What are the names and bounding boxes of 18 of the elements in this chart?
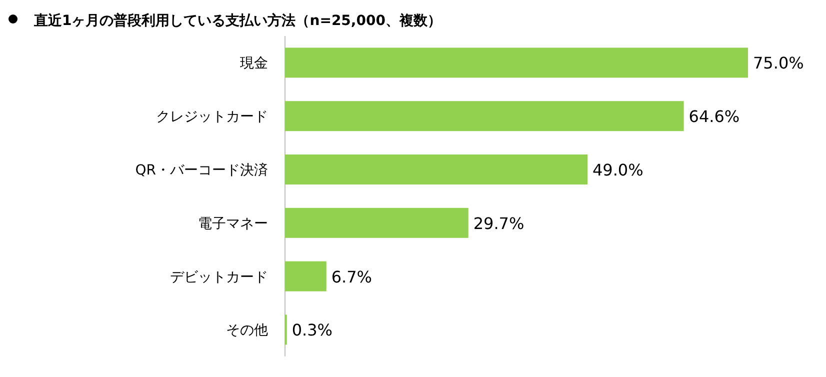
data-label: 29.7% [473,214,524,233]
bar [285,154,588,184]
bar [285,208,468,238]
chart-title: 直近1ヶ月の普段利用している支払い方法（n=25,000、複数） [33,12,442,29]
bar [285,261,326,292]
y-tick-label: 現金 [240,56,268,72]
y-tick-label: その他 [226,322,268,339]
bar [285,48,748,78]
y-tick-label: QR・バーコード決済 [135,162,268,178]
y-tick-label: デビットカード [170,269,268,286]
data-label: 49.0% [592,160,644,180]
y-tick-label: 電子マネー [198,216,268,232]
data-label: 75.0% [753,54,804,73]
y-tick-label: クレジットカード [156,109,268,126]
data-label: 64.6% [688,107,740,126]
data-label: 6.7% [331,267,372,286]
data-label: 0.3% [292,320,333,340]
bar [285,101,684,132]
